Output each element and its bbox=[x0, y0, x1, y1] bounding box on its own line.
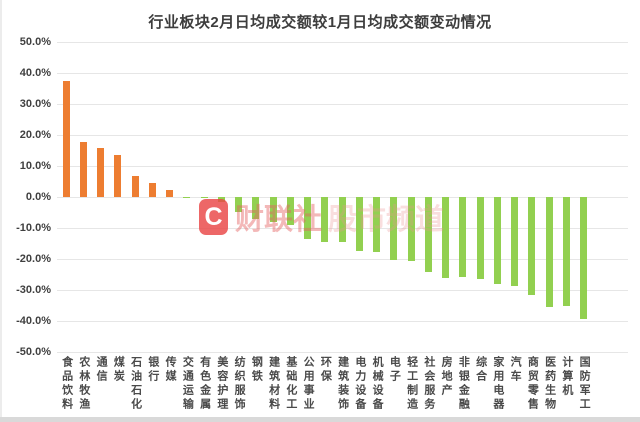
gridline bbox=[57, 321, 628, 322]
gridline bbox=[57, 290, 628, 291]
x-axis-label: 钢铁 bbox=[250, 356, 263, 384]
left-edge-border bbox=[0, 0, 2, 422]
x-axis-label: 基础化工 bbox=[284, 356, 297, 412]
y-axis-tick-label: -50.0% bbox=[16, 346, 51, 358]
bar-negative bbox=[200, 197, 208, 198]
gridline bbox=[57, 73, 628, 74]
x-axis-label: 商贸零售 bbox=[526, 356, 539, 412]
y-axis-tick-label: -20.0% bbox=[16, 253, 51, 265]
bar-negative bbox=[252, 197, 260, 219]
bar-positive bbox=[114, 155, 122, 197]
x-axis-label: 石油石化 bbox=[129, 356, 142, 412]
x-axis-label: 电子 bbox=[388, 356, 401, 384]
x-axis-label: 医药生物 bbox=[543, 356, 556, 412]
bar-negative bbox=[545, 197, 553, 308]
x-axis-label: 综合 bbox=[474, 356, 487, 384]
x-axis-label: 轻工制造 bbox=[405, 356, 418, 412]
x-axis-label: 电力设备 bbox=[353, 356, 366, 412]
bar-negative bbox=[321, 197, 329, 243]
bar-positive bbox=[148, 182, 156, 197]
y-axis-tick-label: 0.0% bbox=[25, 191, 51, 203]
bar-positive bbox=[62, 81, 70, 197]
x-axis-label: 农林牧渔 bbox=[77, 356, 90, 412]
y-axis-tick-label: 20.0% bbox=[19, 129, 51, 141]
x-axis-label: 建筑装饰 bbox=[336, 356, 349, 412]
bar-negative bbox=[580, 197, 588, 319]
chart-title: 行业板块2月日均成交额较1月日均成交额变动情况 bbox=[148, 14, 492, 31]
bar-negative bbox=[424, 197, 432, 272]
x-axis-label: 房地产 bbox=[440, 356, 453, 398]
bottom-edge-border bbox=[0, 417, 640, 422]
x-axis-label: 非银金融 bbox=[457, 356, 470, 412]
x-axis-label: 纺织服饰 bbox=[233, 356, 246, 412]
x-axis-label: 公用事业 bbox=[302, 356, 315, 412]
y-axis-tick-label: -40.0% bbox=[16, 315, 51, 327]
gridline bbox=[57, 166, 628, 167]
bar-negative bbox=[476, 197, 484, 280]
x-axis-label: 环保 bbox=[319, 356, 332, 384]
x-axis-label: 传媒 bbox=[164, 356, 177, 384]
x-axis-label: 家用电器 bbox=[491, 356, 504, 412]
x-axis-label: 交通运输 bbox=[181, 356, 194, 412]
y-axis-tick-label: 10.0% bbox=[19, 160, 51, 172]
gridline bbox=[57, 135, 628, 136]
x-axis-label: 建筑材料 bbox=[267, 356, 280, 412]
bar-negative bbox=[373, 197, 381, 253]
bar-negative bbox=[407, 197, 415, 261]
y-axis-tick-label: -30.0% bbox=[16, 284, 51, 296]
bar-negative bbox=[338, 197, 346, 242]
bar-negative bbox=[390, 197, 398, 261]
y-axis-tick-label: 30.0% bbox=[19, 98, 51, 110]
cailianshe-logo-icon: C bbox=[199, 199, 228, 235]
y-axis-tick-label: 50.0% bbox=[19, 36, 51, 48]
bar-negative bbox=[493, 197, 501, 284]
gridline bbox=[57, 104, 628, 105]
y-axis-tick-label: -10.0% bbox=[16, 222, 51, 234]
bar-negative bbox=[528, 197, 536, 296]
bar-negative bbox=[355, 197, 363, 251]
x-axis-label: 汽车 bbox=[509, 356, 522, 384]
gridline bbox=[57, 352, 628, 353]
bar-positive bbox=[166, 190, 174, 197]
x-axis-label: 银行 bbox=[146, 356, 159, 384]
bar-negative bbox=[235, 197, 243, 212]
x-axis-label: 有色金属 bbox=[198, 356, 211, 412]
y-axis-tick-label: 40.0% bbox=[19, 67, 51, 79]
bar-negative bbox=[459, 197, 467, 277]
bar-positive bbox=[79, 141, 87, 197]
x-axis-label: 煤炭 bbox=[112, 356, 125, 384]
bar-negative bbox=[304, 197, 312, 239]
x-axis-label: 国防军工 bbox=[578, 356, 591, 412]
x-axis-label: 食品饮料 bbox=[60, 356, 73, 412]
gridline bbox=[57, 42, 628, 43]
bar-negative bbox=[269, 197, 277, 222]
bar-negative bbox=[562, 197, 570, 307]
bar-positive bbox=[97, 147, 105, 197]
x-axis-label: 通信 bbox=[95, 356, 108, 384]
gridline bbox=[57, 259, 628, 260]
bar-negative bbox=[286, 197, 294, 225]
bar-negative bbox=[511, 197, 519, 286]
x-axis-label: 机械设备 bbox=[371, 356, 384, 412]
x-axis-label: 社会服务 bbox=[422, 356, 435, 412]
x-axis-label: 美容护理 bbox=[215, 356, 228, 412]
x-axis-label: 计算机 bbox=[560, 356, 573, 398]
bar-negative bbox=[217, 197, 225, 203]
bar-negative bbox=[442, 197, 450, 278]
bar-positive bbox=[131, 176, 139, 197]
